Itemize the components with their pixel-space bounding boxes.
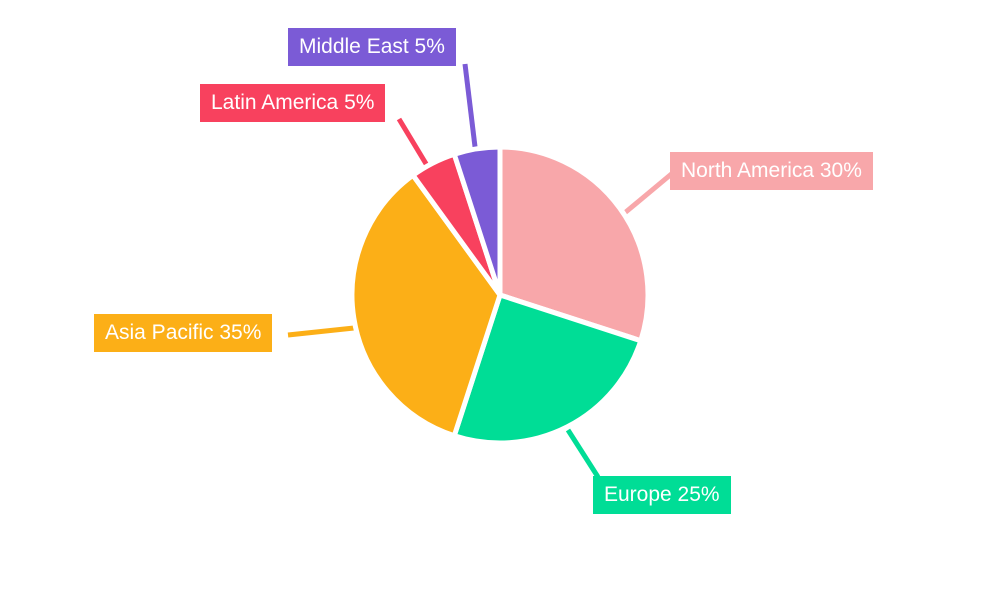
pie-label-north-america[interactable]: North America 30% [670, 152, 873, 190]
pie-slice-europe[interactable] [451, 292, 644, 446]
pie-label-text-europe: Europe 25% [604, 483, 720, 506]
leader-line-middle-east [462, 63, 479, 156]
pie-slices [349, 144, 651, 446]
pie-label-text-middle-east: Middle East 5% [299, 35, 445, 58]
pie-label-europe[interactable]: Europe 25% [593, 476, 731, 514]
pie-slice-middle-east[interactable] [451, 144, 503, 298]
pie-label-text-latin-america: Latin America 5% [211, 91, 375, 114]
pie-label-middle-east[interactable]: Middle East 5% [288, 28, 456, 66]
pie-label-asia-pacific[interactable]: Asia Pacific 35% [94, 314, 273, 352]
pie-slice-north-america[interactable] [497, 144, 651, 344]
leader-line-europe [565, 428, 601, 479]
pie-label-latin-america[interactable]: Latin America 5% [200, 84, 386, 122]
pie-label-text-north-america: North America 30% [681, 159, 862, 182]
pie-slice-asia-pacific[interactable] [349, 172, 503, 439]
leader-line-asia-pacific [287, 325, 355, 338]
pie-label-text-asia-pacific: Asia Pacific 35% [105, 321, 262, 344]
